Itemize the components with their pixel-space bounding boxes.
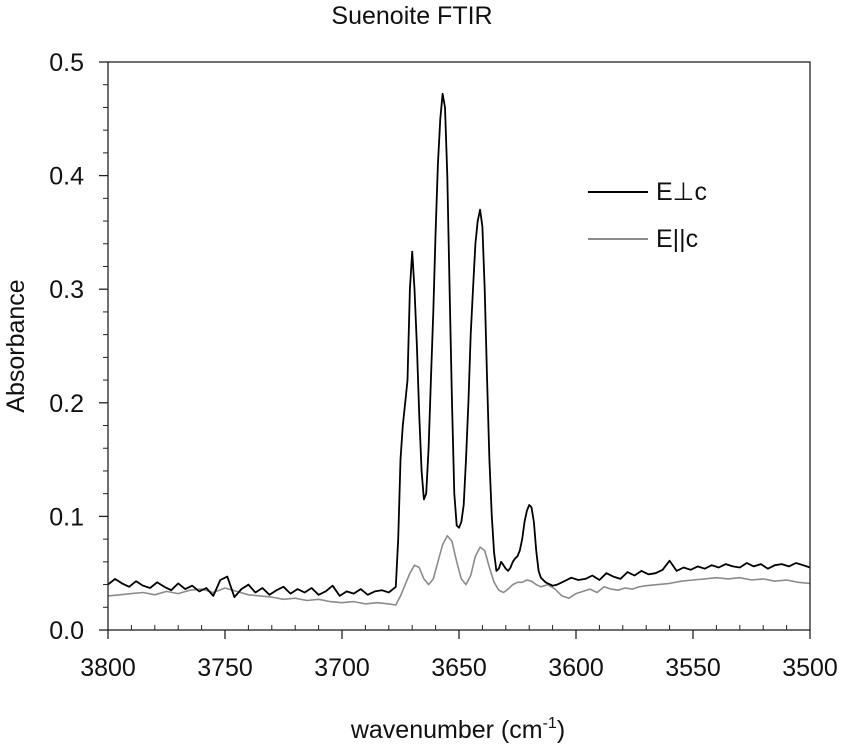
y-tick-labels: 0.0 0.1 0.2 0.3 0.4 0.5 — [49, 49, 84, 645]
y-tick-label: 0.1 — [49, 503, 84, 531]
legend: E⊥c E||c — [588, 178, 707, 253]
x-tick-label: 3600 — [548, 654, 604, 682]
x-tick-label: 3650 — [431, 654, 487, 682]
x-tick-label: 3550 — [665, 654, 721, 682]
plot-frame — [107, 61, 811, 631]
y-tick-label: 0.4 — [49, 163, 84, 191]
x-axis-label-tail: ) — [557, 716, 565, 744]
x-tick-label: 3700 — [314, 654, 370, 682]
legend-label-series-2: E||c — [656, 225, 698, 253]
x-tick-labels: 3800 3750 3700 3650 3600 3550 3500 — [80, 654, 838, 682]
x-tick-label: 3750 — [197, 654, 253, 682]
x-tick-label: 3500 — [782, 654, 838, 682]
x-tick-label: 3800 — [80, 654, 136, 682]
y-tick-label: 0.2 — [49, 390, 84, 418]
series-layer — [107, 92, 811, 606]
y-axis-label: Absorbance — [2, 279, 30, 412]
legend-label-series-1: E⊥c — [656, 178, 707, 206]
y-tick-label: 0.3 — [49, 276, 84, 304]
chart-title: Suenoite FTIR — [331, 2, 492, 30]
minor-ticks — [103, 84, 788, 630]
x-axis-label-base: wavenumber (cm — [350, 716, 543, 744]
y-tick-label: 0.5 — [49, 49, 84, 77]
series-line-1 — [107, 92, 811, 598]
major-ticks — [99, 61, 811, 639]
x-axis-label: wavenumber (cm-1) — [350, 715, 565, 744]
series-line-2 — [107, 534, 811, 606]
x-axis-label-sup: -1 — [543, 715, 557, 732]
y-tick-label: 0.0 — [49, 617, 84, 645]
